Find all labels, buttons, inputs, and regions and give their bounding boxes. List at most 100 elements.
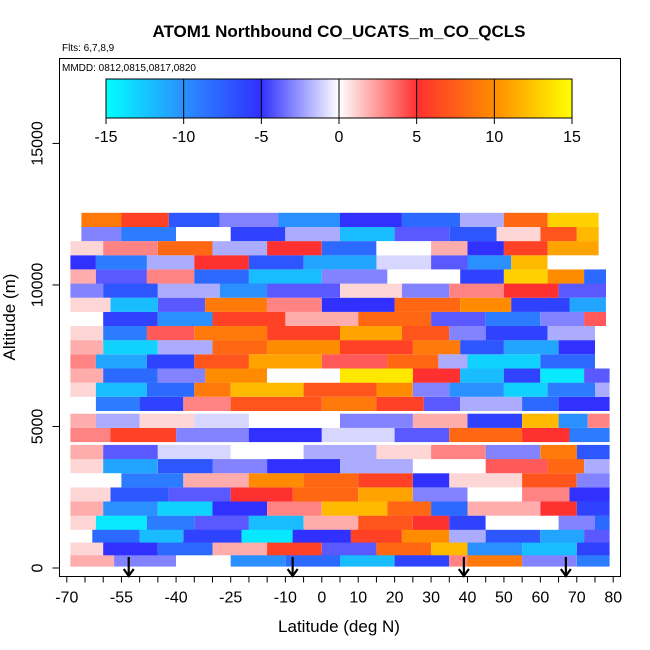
x-tick-label: 40: [459, 590, 477, 607]
heatmap-cell: [157, 501, 213, 516]
heatmap-cell: [95, 515, 147, 530]
heatmap-cell: [412, 515, 450, 530]
heatmap-cell: [522, 473, 577, 488]
heatmap-cell: [81, 212, 122, 227]
heatmap-cell: [194, 255, 249, 270]
heatmap-cell: [70, 382, 96, 397]
heatmap-cell: [70, 396, 96, 411]
heatmap-cell: [387, 354, 439, 369]
heatmap-cell: [503, 212, 548, 227]
heatmap-cell: [103, 241, 158, 256]
heatmap-cell: [576, 473, 610, 488]
heatmap-cell: [70, 501, 104, 516]
heatmap-cell: [576, 226, 599, 242]
heatmap-cell: [292, 487, 359, 502]
heatmap-cell: [358, 487, 413, 502]
heatmap-cell: [412, 413, 468, 428]
heatmap-cell: [248, 515, 304, 530]
heatmap-cell: [376, 382, 413, 397]
heatmap-cell: [449, 528, 486, 543]
heatmap-cell: [321, 541, 377, 556]
heatmap-cell: [176, 552, 231, 567]
y-axis: 0 5000 10000 15000: [30, 121, 60, 572]
heatmap-cell: [103, 283, 158, 298]
heatmap-cell: [449, 326, 486, 341]
heatmap-cell: [267, 541, 322, 556]
heatmap-cell: [321, 297, 395, 312]
heatmap-cell: [467, 255, 512, 270]
colorbar-tick-label: -5: [254, 129, 268, 146]
heatmap-cell: [467, 354, 541, 369]
heatmap-cell: [103, 326, 147, 341]
heatmap-cell: [194, 413, 249, 428]
heatmap-cell: [340, 326, 402, 341]
heatmap-cell: [558, 515, 595, 530]
heatmap-cell: [70, 487, 111, 502]
heatmap-cell: [248, 255, 304, 270]
heatmap-cell: [584, 528, 610, 543]
heatmap-cell: [139, 396, 184, 411]
heatmap-cell: [212, 541, 268, 556]
heatmap-cell: [376, 396, 424, 411]
heatmap-cell: [157, 311, 213, 326]
heatmap-cell: [460, 396, 523, 411]
heatmap-cell: [70, 473, 122, 488]
heatmap-cell: [230, 382, 304, 397]
heatmap-cell: [547, 459, 584, 474]
heatmap-cell: [267, 501, 322, 516]
heatmap-cell: [340, 459, 413, 474]
heatmap-cell: [467, 241, 504, 256]
heatmap-cell: [394, 427, 450, 443]
heatmap-cell: [95, 413, 140, 428]
heatmap-cell: [168, 487, 231, 502]
heatmap-cell: [340, 212, 402, 227]
colorbar-tick-label: -15: [94, 129, 117, 146]
heatmap-cell: [503, 340, 559, 355]
heatmap-cell: [157, 459, 213, 474]
heatmap-cell: [248, 269, 322, 284]
heatmap-cell: [587, 413, 610, 428]
heatmap-cell: [70, 269, 96, 284]
heatmap-cell: [460, 297, 512, 312]
heatmap-cell: [350, 528, 402, 543]
heatmap-cell: [503, 382, 548, 397]
heatmap-cell: [176, 427, 249, 443]
heatmap-cell: [70, 541, 104, 556]
heatmap-cell: [401, 283, 450, 298]
heatmap-cell: [212, 241, 268, 256]
heatmap-cell: [401, 326, 450, 341]
heatmap-cell: [340, 340, 413, 355]
heatmap-cell: [285, 226, 340, 242]
heatmap-cell: [95, 396, 140, 411]
heatmap-cell: [576, 541, 610, 556]
heatmap-cell: [376, 444, 431, 460]
heatmap-cell: [412, 368, 461, 383]
x-tick-label: 0: [317, 590, 326, 607]
heatmap-cell: [70, 413, 96, 428]
heatmap-cell: [110, 487, 169, 502]
heatmap-cell: [467, 413, 523, 428]
heatmap-cell: [340, 368, 413, 383]
heatmap-cell: [230, 552, 286, 567]
heatmap-cell: [168, 212, 220, 227]
heatmap-cell: [467, 501, 541, 516]
heatmap-cell: [584, 368, 610, 383]
heatmap-cell: [219, 212, 279, 227]
heatmap-cell: [412, 487, 468, 502]
heatmap-cell: [321, 501, 388, 516]
heatmap-cell: [121, 226, 176, 242]
heatmap-cell: [485, 459, 548, 474]
heatmap-cell: [431, 444, 486, 460]
y-tick-label: 10000: [30, 263, 47, 308]
heatmap-cell: [547, 382, 595, 397]
heatmap-cell: [183, 473, 249, 488]
heatmap-cell: [547, 212, 599, 227]
heatmap-cell: [70, 444, 104, 460]
x-tick-label: 50: [495, 590, 513, 607]
x-tick-label: -10: [274, 590, 297, 607]
heatmap-cell: [139, 413, 195, 428]
heatmap-cell: [547, 241, 599, 256]
heatmap-cell: [285, 311, 359, 326]
heatmap-cell: [121, 212, 169, 227]
